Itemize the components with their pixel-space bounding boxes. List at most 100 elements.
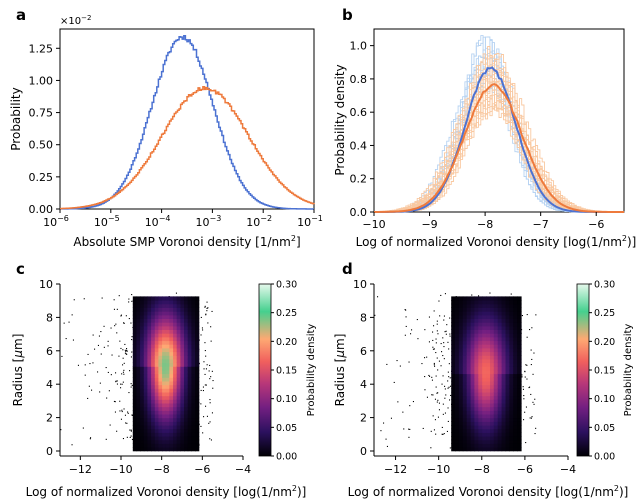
panel-d-scatter-point bbox=[449, 333, 451, 335]
panel-c-scatter-point bbox=[209, 399, 211, 401]
panel-c-heat-cell bbox=[195, 336, 200, 342]
panel-d-scatter-point bbox=[436, 323, 438, 325]
panel-a-series-blue bbox=[60, 35, 314, 210]
panel-c-scatter-point bbox=[84, 364, 86, 366]
panel-c-scatter-point bbox=[114, 325, 116, 327]
panel-d-heat-cell bbox=[497, 325, 503, 330]
panel-d-heat-cell bbox=[490, 300, 495, 305]
panel-d-heat-cell bbox=[490, 373, 495, 378]
panel-c-heat-cell bbox=[132, 399, 138, 404]
panel-d-heat-cell bbox=[470, 447, 476, 452]
panel-c-heat-cell bbox=[176, 351, 181, 356]
panel-d-scatter-point bbox=[526, 378, 528, 380]
panel-d-heat-cell bbox=[497, 296, 503, 301]
panel-c-heat-cell bbox=[147, 439, 152, 444]
panel-c-heat-cell bbox=[151, 355, 156, 360]
panel-c-heat-cell bbox=[184, 296, 189, 301]
panel-c-heat-cell bbox=[165, 447, 170, 452]
panel-d-scatter-point bbox=[530, 349, 532, 351]
panel-d-heat-cell bbox=[486, 300, 491, 305]
panel-d-heat-cell bbox=[466, 424, 472, 430]
panel-d-heat-cell bbox=[493, 347, 499, 353]
panel-c-heat-cell bbox=[191, 366, 196, 371]
panel-d-heat-cell bbox=[474, 303, 479, 308]
panel-c-heat-cell bbox=[180, 432, 185, 437]
panel-c-heat-cell bbox=[132, 447, 138, 452]
panel-d-scatter-point bbox=[442, 433, 444, 435]
panel-c-heat-cell bbox=[162, 406, 167, 411]
panel-c-heat-cell bbox=[173, 377, 178, 382]
panel-c-heat-cell bbox=[173, 447, 178, 452]
panel-d-heat-cell bbox=[455, 300, 460, 305]
panel-d-heat-cell bbox=[466, 447, 472, 452]
panel-c-heat-cell bbox=[162, 432, 167, 437]
panel-d-heat-cell bbox=[493, 406, 499, 411]
panel-d-heat-cell bbox=[466, 333, 472, 338]
panel-d-scatter-point bbox=[522, 386, 524, 388]
panel-d-heat-cell bbox=[513, 447, 518, 452]
panel-c-heat-cell bbox=[180, 373, 185, 378]
panel-c-heat-cell bbox=[173, 373, 178, 378]
panel-d-scatter-point bbox=[450, 394, 452, 396]
panel-c-heat-cell bbox=[165, 347, 170, 353]
panel-c-heat-cell bbox=[169, 436, 174, 441]
panel-c-heat-cell bbox=[176, 388, 181, 393]
panel-c-colorbar-label: Probability density bbox=[306, 324, 317, 417]
panel-c-heat-cell bbox=[136, 336, 141, 342]
panel-c-heat-cell bbox=[140, 373, 145, 378]
panel-c-heat-cell bbox=[191, 362, 196, 367]
panel-c-scatter-point bbox=[200, 334, 202, 336]
panel-c-heat-cell bbox=[132, 314, 138, 319]
panel-c-heat-cell bbox=[184, 333, 189, 338]
panel-c-heat-cell bbox=[154, 355, 160, 360]
panel-c-heat-cell bbox=[169, 443, 174, 448]
panel-d-scatter-point bbox=[444, 397, 446, 399]
panel-d-heat-cell bbox=[505, 351, 510, 356]
panel-d-scatter-point bbox=[440, 294, 442, 296]
panel-d-heat-cell bbox=[466, 366, 472, 371]
panel-b-ylabel: Probability density bbox=[333, 64, 347, 175]
panel-c-heat-cell bbox=[154, 436, 160, 441]
panel-c-heat-cell bbox=[140, 388, 145, 393]
panel-c-scatter-point bbox=[87, 353, 89, 355]
panel-c-heat-cell bbox=[132, 336, 138, 342]
panel-d-heat-cell bbox=[451, 413, 456, 419]
panel-c-heat-cell bbox=[162, 329, 167, 334]
panel-c-heat-cell bbox=[154, 388, 160, 393]
panel-c-heat-cell bbox=[162, 391, 167, 397]
panel-c-heat-cell bbox=[180, 336, 185, 342]
panel-c-heat-cell bbox=[165, 344, 170, 349]
panel-d-heat-cell bbox=[474, 413, 479, 419]
panel-d-heat-cell bbox=[466, 369, 472, 375]
panel-d-heat-cell bbox=[493, 362, 499, 367]
panel-c-heat-cell bbox=[154, 351, 160, 356]
panel-a-x-tick-label: 10−1 bbox=[297, 214, 323, 229]
panel-d-heat-cell bbox=[505, 413, 510, 419]
panel-d-heat-cell bbox=[490, 410, 495, 415]
panel-c-heat-cell bbox=[140, 432, 145, 437]
panel-d-heat-cell bbox=[486, 428, 491, 433]
panel-d-scatter-point bbox=[432, 394, 434, 396]
panel-c-heat-cell bbox=[136, 395, 141, 400]
panel-d-heat-cell bbox=[517, 417, 522, 422]
panel-d-scatter-point bbox=[385, 438, 387, 440]
panel-d-heat-cell bbox=[458, 355, 464, 360]
panel-d-heat-cell bbox=[451, 303, 456, 308]
panel-c-heat-cell bbox=[184, 373, 189, 378]
panel-d-scatter-point bbox=[422, 427, 424, 429]
panel-c-heat-cell bbox=[184, 369, 189, 375]
panel-d-heat-cell bbox=[478, 340, 483, 345]
panel-c-scatter-point bbox=[82, 427, 84, 429]
panel-c-scatter-point bbox=[121, 373, 123, 375]
panel-d-heat-cell bbox=[451, 340, 456, 345]
panel-d-heat-cell bbox=[451, 351, 456, 356]
panel-d-heat-cell bbox=[493, 399, 499, 404]
panel-c-heat-cell bbox=[187, 318, 192, 323]
panel-c-heat-cell bbox=[162, 388, 167, 393]
panel-d-heat-cell bbox=[509, 333, 514, 338]
panel-c-heat-cell bbox=[140, 322, 145, 327]
panel-d-scatter-point bbox=[446, 324, 448, 326]
panel-c-heat-cell bbox=[187, 421, 192, 426]
panel-c-heat-cell bbox=[165, 322, 170, 327]
panel-d-heat-cell bbox=[478, 410, 483, 415]
